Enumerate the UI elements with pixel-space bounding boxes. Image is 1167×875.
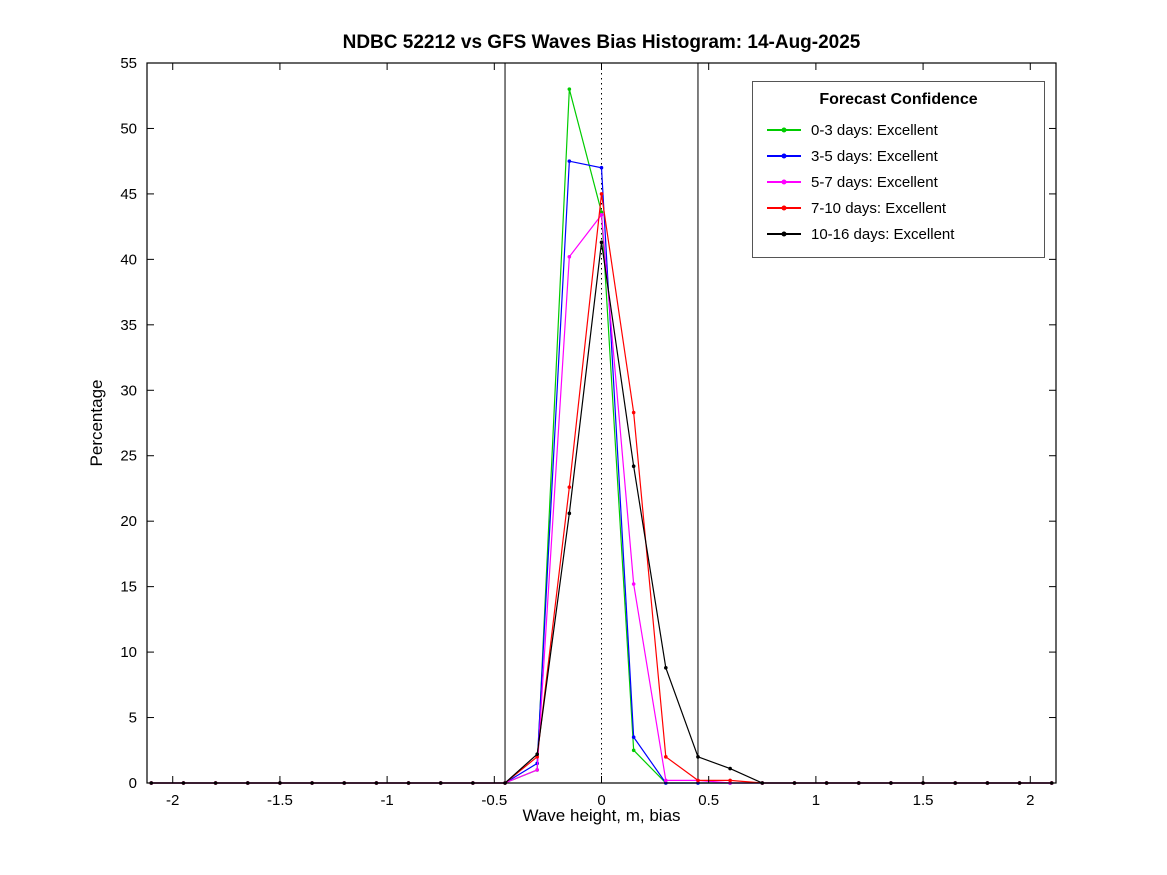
- legend-line-marker: [767, 205, 801, 211]
- x-tick-label: -1: [380, 792, 393, 809]
- y-tick-label: 45: [120, 186, 137, 203]
- data-point: [535, 755, 539, 759]
- legend-line-marker: [767, 179, 801, 185]
- legend-entries: 0-3 days: Excellent 3-5 days: Excellent 5-…: [753, 117, 1044, 247]
- legend-entry-4: 10-16 days: Excellent: [753, 221, 1044, 247]
- data-point: [599, 240, 604, 245]
- x-tick-label: 0.5: [698, 792, 719, 809]
- legend-dot-marker: [781, 179, 787, 185]
- legend: Forecast Confidence 0-3 days: Excellent 3…: [752, 81, 1045, 258]
- data-point: [728, 766, 732, 771]
- data-point: [664, 666, 668, 670]
- axis-ticks: [147, 62, 1056, 784]
- y-tick-label: 35: [120, 317, 137, 334]
- x-tick-label: 2: [1026, 792, 1034, 809]
- data-point: [567, 87, 572, 91]
- data-point: [599, 213, 604, 217]
- data-point: [728, 778, 732, 783]
- legend-dot-marker: [781, 205, 787, 211]
- y-tick-label: 5: [129, 710, 137, 727]
- y-tick-label: 0: [129, 775, 137, 792]
- y-tick-label: 20: [120, 513, 137, 530]
- data-point: [599, 210, 604, 215]
- legend-entry-label: 10-16 days: Excellent: [811, 225, 955, 243]
- data-point: [567, 511, 572, 516]
- x-tick-label: -2: [166, 792, 179, 809]
- legend-entry-1: 3-5 days: Excellent: [753, 143, 1044, 169]
- data-point: [567, 254, 572, 259]
- data-point: [631, 748, 636, 753]
- x-tick-label: 1.5: [913, 792, 934, 809]
- data-point: [696, 755, 700, 759]
- legend-entry-label: 7-10 days: Excellent: [811, 199, 947, 217]
- legend-entry-label: 0-3 days: Excellent: [811, 121, 938, 139]
- data-point: [631, 464, 636, 469]
- legend-dot-marker: [781, 127, 787, 133]
- data-point: [599, 165, 604, 170]
- data-point: [599, 192, 604, 196]
- y-tick-label: 30: [120, 382, 137, 399]
- legend-entry-label: 5-7 days: Excellent: [811, 173, 938, 191]
- legend-title: Forecast Confidence: [819, 91, 978, 108]
- tick-labels: -2 -1.5 -1 -0.5 0 0.5 1 1.5 20510152025303540455…: [120, 55, 1034, 809]
- data-point: [567, 159, 572, 163]
- legend-entry-0: 0-3 days: Excellent: [753, 117, 1044, 143]
- data-point: [535, 752, 539, 756]
- y-tick-label: 40: [120, 251, 137, 268]
- legend-dot-marker: [781, 231, 787, 237]
- legend-line-marker: [767, 153, 801, 159]
- data-point: [535, 768, 539, 772]
- x-tick-label: -1.5: [267, 792, 293, 809]
- y-tick-label: 25: [120, 448, 137, 465]
- x-tick-label: -0.5: [481, 792, 507, 809]
- chart-title: NDBC 52212 vs GFS Waves Bias Histogram: …: [342, 32, 861, 53]
- data-point: [696, 778, 700, 783]
- legend-line-marker: [767, 231, 801, 237]
- x-tick-label: 0: [597, 792, 605, 809]
- data-point: [631, 410, 636, 415]
- data-point: [664, 755, 668, 759]
- legend-entry-label: 3-5 days: Excellent: [811, 147, 938, 165]
- reference-lines: [504, 63, 699, 783]
- data-point: [567, 485, 572, 489]
- y-tick-label: 15: [120, 579, 137, 596]
- data-point: [664, 778, 668, 783]
- x-tick-label: 1: [812, 792, 820, 809]
- data-point: [631, 735, 636, 739]
- legend-entry-3: 7-10 days: Excellent: [753, 195, 1044, 221]
- legend-entry-2: 5-7 days: Excellent: [753, 169, 1044, 195]
- y-tick-label: 10: [120, 644, 137, 661]
- legend-line-marker: [767, 127, 801, 133]
- x-axis-label: Wave height, m, bias: [522, 806, 681, 825]
- data-point: [631, 582, 636, 586]
- y-tick-label: 50: [120, 120, 137, 137]
- y-tick-label: 55: [120, 55, 137, 72]
- legend-dot-marker: [781, 153, 787, 159]
